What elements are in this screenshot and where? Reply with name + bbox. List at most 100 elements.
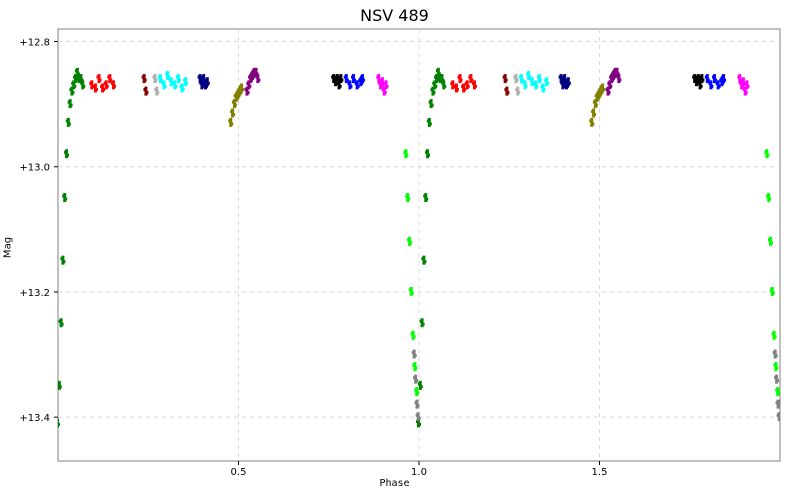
data-point xyxy=(415,405,419,409)
data-point xyxy=(617,80,621,84)
data-point xyxy=(592,114,596,118)
data-point xyxy=(424,199,428,203)
data-point xyxy=(565,86,569,90)
data-point xyxy=(169,83,173,87)
data-point xyxy=(431,92,435,96)
data-point xyxy=(142,80,146,84)
data-point xyxy=(709,86,713,90)
data-point xyxy=(774,368,778,372)
data-point xyxy=(407,242,411,246)
data-point xyxy=(458,80,462,84)
data-point xyxy=(79,80,83,84)
data-point xyxy=(429,105,433,109)
data-points xyxy=(58,67,780,428)
data-point xyxy=(519,80,523,84)
data-point xyxy=(250,76,254,80)
data-point xyxy=(426,155,430,159)
data-point xyxy=(409,292,413,296)
data-point xyxy=(104,86,108,90)
data-point xyxy=(776,405,780,409)
data-point xyxy=(698,86,702,90)
data-point xyxy=(352,80,356,84)
data-point xyxy=(451,86,455,90)
data-point xyxy=(162,86,166,90)
data-point xyxy=(601,89,605,93)
data-point xyxy=(440,80,444,84)
data-point xyxy=(608,86,612,90)
data-point xyxy=(406,199,410,203)
data-point xyxy=(770,292,774,296)
data-point xyxy=(72,86,76,90)
data-point xyxy=(611,76,615,80)
data-point xyxy=(745,86,749,90)
data-point xyxy=(232,105,236,109)
data-point xyxy=(606,92,610,96)
data-point xyxy=(81,86,85,90)
data-point xyxy=(418,386,422,390)
data-point xyxy=(422,261,426,265)
data-point xyxy=(743,92,747,96)
data-point xyxy=(416,418,420,422)
data-point xyxy=(144,92,148,96)
data-point xyxy=(344,80,348,84)
y-tick-label: +13.0 xyxy=(19,163,50,174)
data-point xyxy=(537,80,541,84)
data-point xyxy=(68,105,72,109)
data-point xyxy=(705,80,709,84)
data-point xyxy=(720,83,724,87)
data-point xyxy=(777,418,780,422)
data-point xyxy=(436,73,440,77)
data-point xyxy=(411,336,415,340)
data-point xyxy=(420,324,424,328)
data-point xyxy=(252,73,256,77)
data-point xyxy=(236,95,240,99)
data-point xyxy=(247,86,251,90)
data-point xyxy=(384,86,388,90)
data-point xyxy=(472,86,476,90)
data-point xyxy=(205,83,209,87)
data-point xyxy=(66,123,70,127)
x-tick-label: 1.0 xyxy=(411,467,427,478)
data-point xyxy=(566,83,570,87)
data-point xyxy=(773,355,777,359)
data-point xyxy=(599,92,603,96)
data-point xyxy=(514,80,518,84)
data-point xyxy=(404,155,408,159)
y-tick-label: +13.4 xyxy=(19,413,50,424)
data-point xyxy=(454,89,458,93)
data-point xyxy=(465,86,469,90)
x-tick-label: 1.5 xyxy=(592,467,608,478)
chart-title: NSV 489 xyxy=(360,6,429,25)
data-point xyxy=(412,355,416,359)
data-point xyxy=(333,83,337,87)
data-point xyxy=(166,76,170,80)
data-point xyxy=(101,89,105,93)
data-point xyxy=(382,92,386,96)
data-point xyxy=(254,73,258,77)
data-point xyxy=(231,114,235,118)
data-point xyxy=(355,86,359,90)
y-tick-label: +13.2 xyxy=(19,288,50,299)
data-point xyxy=(545,83,549,87)
data-point xyxy=(180,89,184,93)
data-point xyxy=(58,386,61,390)
data-point xyxy=(335,80,339,84)
data-point xyxy=(696,80,700,84)
data-point xyxy=(442,86,446,90)
data-point xyxy=(339,80,343,84)
y-tick-label: +12.8 xyxy=(19,38,50,49)
data-point xyxy=(337,86,341,90)
data-point xyxy=(361,80,365,84)
data-point xyxy=(377,80,381,84)
data-point xyxy=(93,89,97,93)
data-point xyxy=(77,80,81,84)
data-point xyxy=(767,199,771,203)
data-point xyxy=(595,98,599,102)
data-point xyxy=(722,80,726,84)
data-point xyxy=(74,80,78,84)
data-point xyxy=(738,80,742,84)
data-point xyxy=(541,89,545,93)
data-point xyxy=(610,80,614,84)
